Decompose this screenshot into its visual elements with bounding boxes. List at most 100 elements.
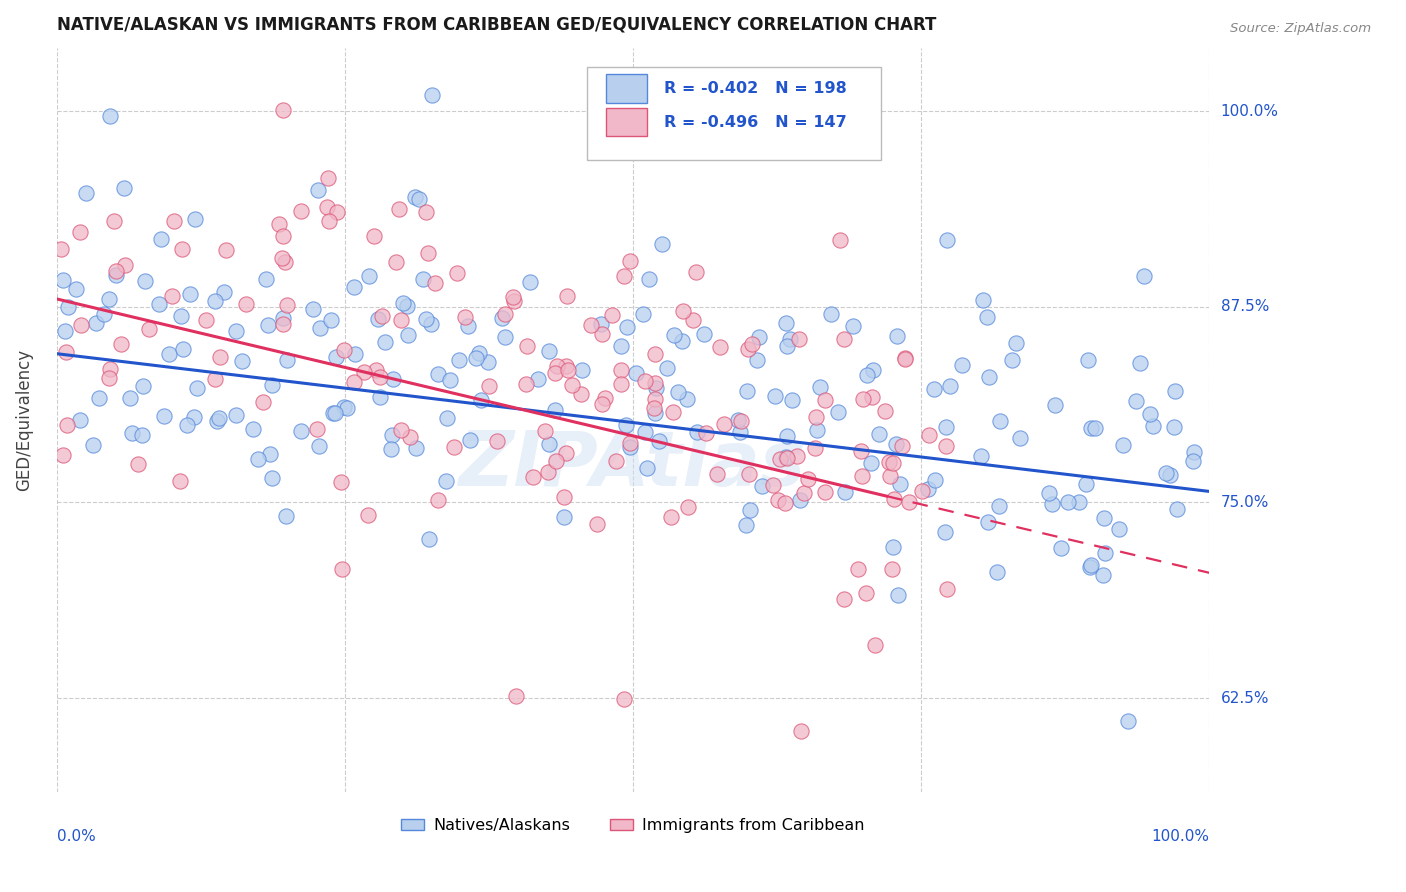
Point bbox=[935, 233, 957, 247]
Point bbox=[610, 376, 633, 391]
Point bbox=[862, 362, 884, 376]
Point bbox=[661, 404, 683, 418]
Point bbox=[153, 409, 176, 424]
Point bbox=[986, 565, 1008, 579]
Point bbox=[399, 430, 422, 444]
Point bbox=[380, 442, 402, 457]
Point bbox=[856, 368, 879, 382]
Point bbox=[412, 272, 434, 286]
Point bbox=[1001, 353, 1024, 368]
Point bbox=[634, 425, 657, 439]
Point bbox=[271, 103, 294, 117]
Point bbox=[789, 493, 811, 508]
Point bbox=[242, 422, 264, 436]
Point bbox=[325, 406, 347, 420]
Y-axis label: GED/Equivalency: GED/Equivalency bbox=[15, 349, 32, 491]
Point bbox=[776, 429, 799, 443]
Point bbox=[579, 318, 602, 333]
Point bbox=[446, 266, 468, 280]
Point bbox=[834, 332, 856, 346]
Point bbox=[82, 438, 104, 452]
Point bbox=[1043, 398, 1066, 412]
Point bbox=[316, 171, 339, 186]
Point bbox=[51, 242, 73, 256]
Point bbox=[880, 562, 903, 576]
Point bbox=[555, 289, 578, 303]
Point bbox=[454, 310, 477, 324]
FancyBboxPatch shape bbox=[606, 74, 647, 103]
Point bbox=[671, 334, 693, 348]
Point bbox=[97, 292, 120, 306]
Point bbox=[396, 299, 419, 313]
Text: 87.5%: 87.5% bbox=[1220, 299, 1268, 314]
Point bbox=[593, 392, 616, 406]
Point bbox=[260, 471, 283, 485]
Point bbox=[436, 410, 458, 425]
Point bbox=[644, 347, 666, 361]
Point bbox=[977, 515, 1000, 529]
Point bbox=[600, 309, 623, 323]
Point bbox=[389, 313, 412, 327]
Point bbox=[769, 451, 792, 466]
Point bbox=[591, 396, 613, 410]
Point bbox=[1038, 486, 1060, 500]
Point bbox=[1074, 476, 1097, 491]
Point bbox=[614, 418, 637, 433]
Point bbox=[1154, 466, 1177, 480]
Point bbox=[274, 254, 297, 268]
Point bbox=[651, 236, 673, 251]
Point bbox=[184, 212, 207, 227]
Point bbox=[55, 418, 77, 433]
Point bbox=[169, 474, 191, 488]
Point bbox=[359, 268, 381, 283]
Point bbox=[290, 203, 312, 218]
Point bbox=[935, 439, 957, 453]
Point bbox=[443, 440, 465, 454]
Text: 100.0%: 100.0% bbox=[1152, 830, 1209, 844]
Point bbox=[271, 318, 294, 332]
Point bbox=[779, 332, 801, 346]
Point bbox=[1069, 494, 1091, 508]
Point bbox=[751, 479, 773, 493]
Text: R = -0.496   N = 147: R = -0.496 N = 147 bbox=[664, 114, 846, 129]
Point bbox=[439, 373, 461, 387]
Point bbox=[1181, 453, 1204, 467]
Point bbox=[70, 318, 93, 333]
Point bbox=[814, 393, 837, 408]
Point bbox=[884, 436, 907, 450]
Point bbox=[706, 467, 728, 481]
Point bbox=[172, 342, 194, 356]
Point bbox=[1094, 546, 1116, 560]
Point bbox=[1008, 431, 1031, 445]
Point bbox=[276, 353, 298, 368]
Point bbox=[1125, 393, 1147, 408]
Point bbox=[676, 392, 699, 407]
Point bbox=[225, 408, 247, 422]
Point bbox=[259, 447, 281, 461]
Point bbox=[775, 317, 797, 331]
Point bbox=[1142, 418, 1164, 433]
Point bbox=[84, 316, 107, 330]
Point bbox=[127, 457, 149, 471]
Point bbox=[882, 540, 904, 554]
Point bbox=[65, 282, 87, 296]
Point bbox=[1078, 560, 1101, 574]
Point bbox=[318, 213, 340, 227]
Point bbox=[886, 329, 908, 343]
Point bbox=[865, 639, 887, 653]
Point bbox=[260, 378, 283, 392]
Point bbox=[370, 390, 392, 404]
Point bbox=[118, 391, 141, 405]
Point bbox=[748, 330, 770, 344]
Point bbox=[644, 406, 666, 420]
Point bbox=[322, 406, 344, 420]
Point bbox=[616, 319, 638, 334]
Point bbox=[695, 426, 717, 441]
Point bbox=[659, 509, 682, 524]
Point bbox=[846, 562, 869, 576]
Point bbox=[110, 336, 132, 351]
Point bbox=[735, 384, 758, 399]
Point bbox=[388, 202, 411, 216]
Point bbox=[494, 330, 516, 344]
Point bbox=[404, 189, 426, 203]
